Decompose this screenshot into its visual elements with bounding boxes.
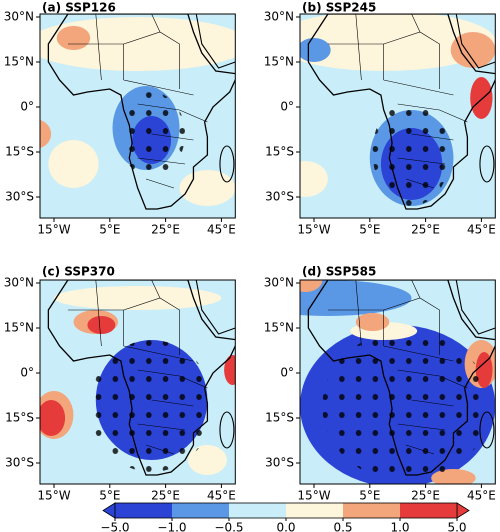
anomaly-region	[56, 26, 91, 50]
anomaly-region	[224, 355, 236, 385]
anomaly-region	[40, 17, 236, 71]
colorbar-tick-label: −5.0	[100, 521, 129, 532]
latitude-label: 30°N	[264, 276, 294, 290]
longitude-label: 5°E	[99, 223, 120, 237]
anomaly-region	[53, 286, 222, 310]
anomaly-region	[355, 313, 390, 331]
latitude-label: 0°	[20, 100, 34, 114]
longitude-label: 5°E	[99, 489, 120, 503]
latitude-label: 0°	[280, 100, 294, 114]
map-panel	[272, 11, 498, 218]
anomaly-region	[87, 316, 116, 334]
latitude-label: 0°	[280, 366, 294, 380]
anomaly-region	[187, 445, 227, 475]
colorbar-segment	[286, 503, 343, 518]
anomaly-region	[40, 400, 66, 436]
longitude-label: 25°E	[151, 489, 180, 503]
latitude-label: 15°S	[265, 411, 294, 425]
colorbar-tick-label: 1.0	[390, 521, 409, 532]
map-field	[40, 280, 236, 484]
colorbar-segment	[172, 503, 229, 518]
anomaly-region	[48, 140, 99, 188]
longitude-label: 45°E	[467, 223, 496, 237]
significance-stipple	[90, 340, 213, 472]
latitude-label: 15°S	[5, 411, 34, 425]
colorbar-segment	[343, 503, 400, 518]
map-field	[300, 280, 496, 484]
colorbar-tick-label: 0.0	[276, 521, 295, 532]
colorbar-segment	[229, 503, 286, 518]
significance-stipple	[372, 98, 451, 206]
anomaly-region	[300, 280, 323, 292]
longitude-label: 5°E	[359, 489, 380, 503]
map-field	[300, 14, 496, 218]
map-frame	[40, 280, 235, 484]
longitude-label: 15°W	[297, 223, 330, 237]
longitude-label: 15°W	[297, 489, 330, 503]
latitude-label: 15°S	[265, 145, 294, 159]
panel-title: (c) SSP370	[42, 265, 115, 279]
latitude-label: 30°N	[4, 276, 34, 290]
longitude-label: 5°E	[359, 223, 380, 237]
longitude-label: 45°E	[207, 489, 236, 503]
colorbar-tick-label: 0.5	[333, 521, 352, 532]
longitude-label: 25°E	[411, 489, 440, 503]
anomaly-region	[40, 119, 52, 149]
longitude-label: 45°E	[207, 223, 236, 237]
map-panel	[34, 280, 240, 484]
latitude-label: 30°S	[5, 190, 34, 204]
map-field	[40, 14, 236, 218]
colorbar-segment	[115, 503, 172, 518]
latitude-label: 15°N	[264, 55, 294, 69]
colorbar-extend-low	[102, 502, 116, 519]
anomaly-region	[450, 32, 496, 68]
colorbar-tick-label: −0.5	[214, 521, 243, 532]
map-panel	[18, 14, 250, 218]
panel-title: (b) SSP245	[302, 1, 376, 15]
anomaly-region	[300, 14, 496, 71]
colorbar-tick-label: 5.0	[447, 521, 466, 532]
map-frame	[300, 280, 495, 484]
anomaly-region	[300, 38, 331, 62]
panel-title: (a) SSP126	[42, 1, 116, 15]
colorbar-extend-high	[456, 502, 470, 519]
latitude-label: 15°N	[4, 55, 34, 69]
latitude-label: 15°S	[5, 145, 34, 159]
longitude-label: 25°E	[151, 223, 180, 237]
colorbar: −5.0 −1.0 −0.5 0.0 0.5 1.0 5.0	[100, 502, 470, 532]
map-frame	[40, 14, 235, 218]
map-frame	[300, 14, 495, 218]
latitude-label: 30°N	[4, 10, 34, 24]
longitude-label: 15°W	[37, 489, 70, 503]
colorbar-tick-label: −1.0	[157, 521, 186, 532]
anomaly-region	[300, 161, 328, 197]
significance-stipple	[322, 331, 490, 481]
longitude-label: 25°E	[411, 223, 440, 237]
latitude-label: 30°S	[5, 456, 34, 470]
g	[18, 11, 498, 487]
colorbar-segment	[400, 503, 457, 518]
longitude-label: 45°E	[467, 489, 496, 503]
latitude-label: 15°N	[4, 321, 34, 335]
latitude-label: 0°	[20, 366, 34, 380]
latitude-label: 15°N	[264, 321, 294, 335]
latitude-label: 30°S	[265, 190, 294, 204]
latitude-label: 30°S	[265, 456, 294, 470]
map-panel	[244, 268, 498, 487]
latitude-label: 30°N	[264, 10, 294, 24]
anomaly-region	[470, 77, 493, 119]
longitude-label: 15°W	[37, 223, 70, 237]
panel-title: (d) SSP585	[302, 265, 376, 279]
anomaly-region	[300, 280, 412, 316]
